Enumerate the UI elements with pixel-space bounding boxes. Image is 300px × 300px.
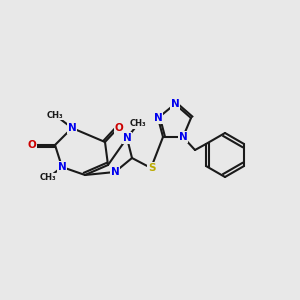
Text: N: N bbox=[111, 167, 119, 177]
Text: N: N bbox=[58, 162, 66, 172]
Text: N: N bbox=[154, 113, 162, 123]
Text: N: N bbox=[171, 99, 179, 109]
Text: CH₃: CH₃ bbox=[40, 173, 56, 182]
Text: N: N bbox=[123, 133, 131, 143]
Text: CH₃: CH₃ bbox=[130, 119, 146, 128]
Text: O: O bbox=[115, 123, 123, 133]
Text: N: N bbox=[68, 123, 76, 133]
Text: N: N bbox=[178, 132, 188, 142]
Text: O: O bbox=[28, 140, 36, 150]
Text: S: S bbox=[148, 163, 156, 173]
Text: CH₃: CH₃ bbox=[47, 110, 63, 119]
